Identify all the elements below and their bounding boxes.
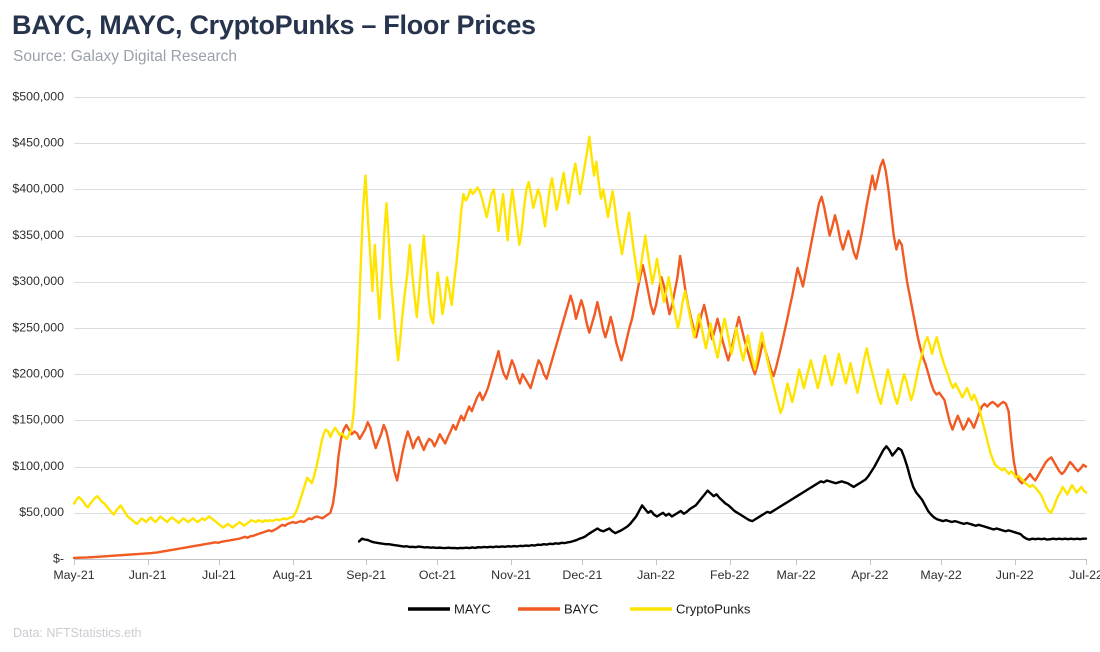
legend-label-bayc[interactable]: BAYC [564,601,598,616]
series-line-cryptopunks [72,135,1088,529]
x-axis-tick-label: Mar-22 [777,568,816,582]
legend-label-cryptopunks[interactable]: CryptoPunks [676,601,751,616]
x-axis-tick-label: Jun-22 [996,568,1034,582]
chart-footnote: Data: NFTStatistics.eth [13,626,142,640]
x-axis-tick-label: May-22 [920,568,961,582]
x-axis-tick-label: Feb-22 [710,568,749,582]
series-line-bayc [72,158,1088,560]
x-axis-tick-label: Dec-21 [562,568,602,582]
y-axis-tick-label: $300,000 [12,274,64,288]
y-axis-tick-label: $150,000 [12,413,64,427]
y-axis-tick-label: $50,000 [19,505,64,519]
x-axis-ticks [74,559,1087,565]
legend-label-mayc[interactable]: MAYC [454,601,491,616]
x-axis-tick-label: Nov-21 [491,568,531,582]
chart-subtitle: Source: Galaxy Digital Research [13,48,237,65]
y-axis-tick-label: $100,000 [12,459,64,473]
gridlines [74,97,1086,560]
y-axis-tick-label: $- [53,551,64,565]
x-axis-tick-label: May-21 [53,568,94,582]
x-axis-tick-label: Apr-22 [851,568,888,582]
y-axis-tick-label: $350,000 [12,228,64,242]
x-axis-tick-label: Aug-21 [273,568,313,582]
y-axis-tick-label: $200,000 [12,366,64,380]
chart-title: BAYC, MAYC, CryptoPunks – Floor Prices [12,10,536,40]
y-axis-tick-label: $250,000 [12,320,64,334]
series-line-mayc [357,445,1088,550]
x-axis-tick-label: Sep-21 [346,568,386,582]
y-axis-labels: $- $50,000 $100,000 $150,000 $200,000 $250,00… [12,89,64,565]
x-axis-tick-label: Jan-22 [637,568,675,582]
y-axis-tick-label: $500,000 [12,89,64,103]
y-axis-tick-label: $450,000 [12,135,64,149]
chart-plot-area: $- $50,000 $100,000 $150,000 $200,000 $250,00… [12,89,1100,616]
data-series [72,135,1088,560]
x-axis-tick-label: Jun-21 [129,568,167,582]
x-axis-tick-label: Jul-22 [1069,568,1100,582]
x-axis-tick-label: Oct-21 [419,568,456,582]
x-axis-tick-label: Jul-21 [202,568,236,582]
chart-legend: MAYC BAYC CryptoPunks [408,601,751,616]
y-axis-tick-label: $400,000 [12,182,64,196]
x-axis-labels: May-21 Jun-21 Jul-21 Aug-21 Sep-21 Oct-21 Nov-… [53,568,1100,582]
